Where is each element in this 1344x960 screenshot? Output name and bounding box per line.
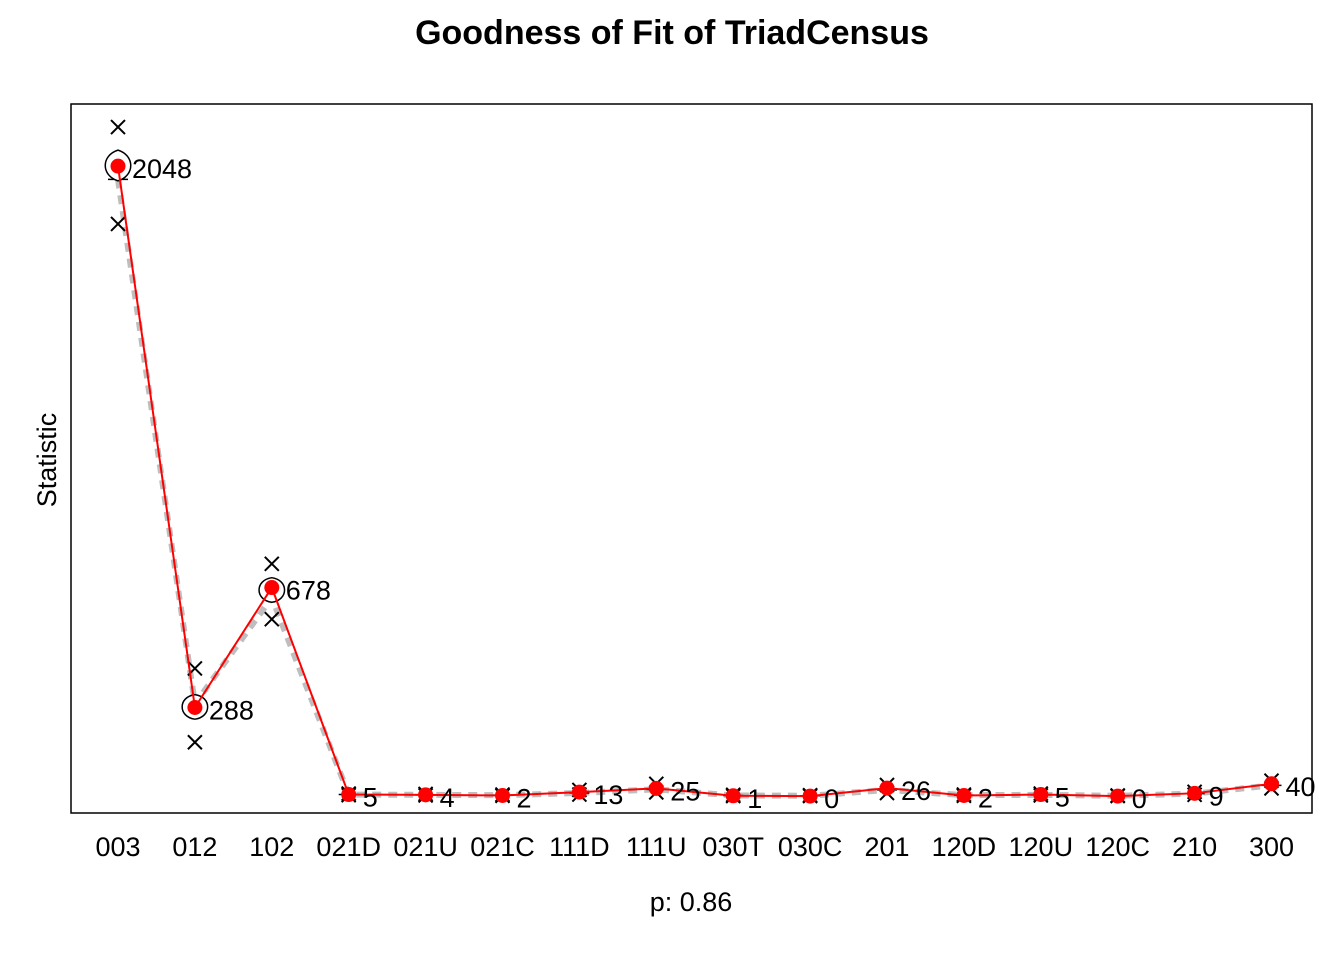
data-label-111D: 13 xyxy=(593,780,623,810)
observed-point-012 xyxy=(187,699,203,715)
x-axis-title: p: 0.86 xyxy=(650,887,733,917)
data-label-111U: 25 xyxy=(670,776,700,806)
x-tick-102: 102 xyxy=(249,832,294,862)
data-label-030T: 1 xyxy=(747,784,762,814)
data-label-201: 26 xyxy=(901,776,931,806)
observed-point-030C xyxy=(802,788,818,804)
x-tick-111U: 111U xyxy=(626,832,687,862)
data-label-102: 678 xyxy=(286,576,331,606)
data-label-210: 9 xyxy=(1209,781,1224,811)
observed-point-111D xyxy=(571,784,587,800)
simulated-mean-line xyxy=(115,178,1272,799)
chart-title: Goodness of Fit of TriadCensus xyxy=(415,14,929,52)
data-label-030C: 0 xyxy=(824,784,839,814)
observed-point-210 xyxy=(1187,785,1203,801)
observed-point-021C xyxy=(495,787,510,803)
data-label-021U: 4 xyxy=(440,783,455,813)
x-tick-201: 201 xyxy=(864,832,909,862)
plot-frame xyxy=(70,103,1313,814)
data-label-021D: 5 xyxy=(363,783,378,813)
observed-point-120D xyxy=(956,787,972,803)
x-tick-120U: 120U xyxy=(1009,832,1074,862)
x-tick-021U: 021U xyxy=(393,832,458,862)
x-tick-labels: 003 012 102 021D 021U 021C 111D 111U 030T 030C 201… xyxy=(95,832,1294,862)
simulated-marker-102-high xyxy=(264,556,280,572)
x-tick-300: 300 xyxy=(1249,832,1294,862)
observed-point-201 xyxy=(879,780,895,796)
data-label-120D: 2 xyxy=(978,783,993,813)
simulated-marker-012-low xyxy=(187,734,203,750)
observed-point-120C xyxy=(1110,788,1126,804)
x-tick-012: 012 xyxy=(172,832,217,862)
observed-point-021U xyxy=(418,787,434,803)
simulated-marker-102-low xyxy=(264,611,280,627)
data-label-021C: 2 xyxy=(517,783,532,813)
observed-point-030T xyxy=(725,788,741,804)
data-label-120U: 5 xyxy=(1055,783,1070,813)
observed-point-120U xyxy=(1033,787,1049,803)
observed-point-102 xyxy=(264,580,280,596)
x-tick-030T: 030T xyxy=(702,832,764,862)
observed-point-300 xyxy=(1264,776,1279,792)
x-tick-021C: 021C xyxy=(470,832,535,862)
x-tick-111D: 111D xyxy=(549,832,610,862)
x-tick-021D: 021D xyxy=(316,832,381,862)
observed-point-003 xyxy=(110,158,126,174)
data-label-300: 40 xyxy=(1286,772,1316,802)
data-label-012: 288 xyxy=(209,695,254,725)
data-label-120C: 0 xyxy=(1132,784,1147,814)
observed-point-021D xyxy=(341,787,357,803)
observed-line xyxy=(117,165,1272,798)
data-label-003: 2048 xyxy=(132,154,192,184)
x-tick-120D: 120D xyxy=(932,832,997,862)
simulated-marker-003-low xyxy=(110,216,126,232)
simulated-marker-003-high xyxy=(110,119,126,135)
x-tick-120C: 120C xyxy=(1085,832,1150,862)
observed-point-111U xyxy=(648,780,664,796)
x-tick-003: 003 xyxy=(95,832,140,862)
x-tick-210: 210 xyxy=(1172,832,1217,862)
x-tick-030C: 030C xyxy=(778,832,843,862)
y-axis-title: Statistic xyxy=(32,413,62,508)
